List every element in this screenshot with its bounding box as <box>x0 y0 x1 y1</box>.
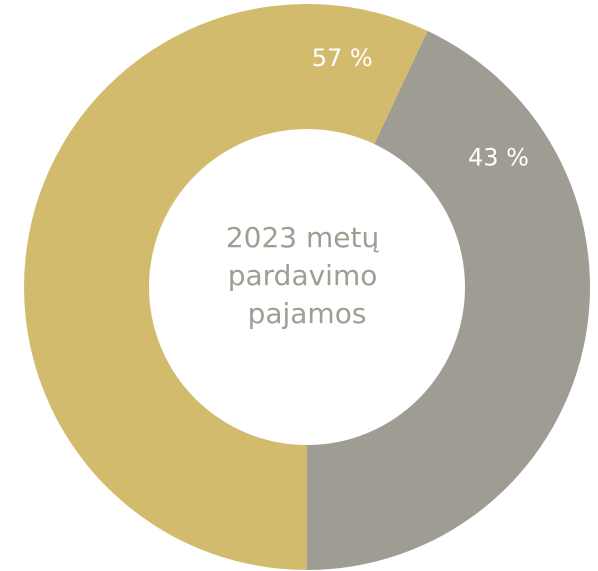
slice-label-2: 57 % <box>312 44 373 72</box>
center-title: 2023 metų pardavimo pajamos <box>226 221 388 330</box>
center-title-line-1: 2023 metų <box>226 221 380 254</box>
slice-label-1: 43 % <box>468 144 529 172</box>
slice-labels: 43 % 57 % <box>312 44 529 171</box>
center-title-line-2: pardavimo <box>228 259 378 292</box>
center-title-line-3: pajamos <box>248 297 367 330</box>
donut-hole <box>149 129 465 445</box>
